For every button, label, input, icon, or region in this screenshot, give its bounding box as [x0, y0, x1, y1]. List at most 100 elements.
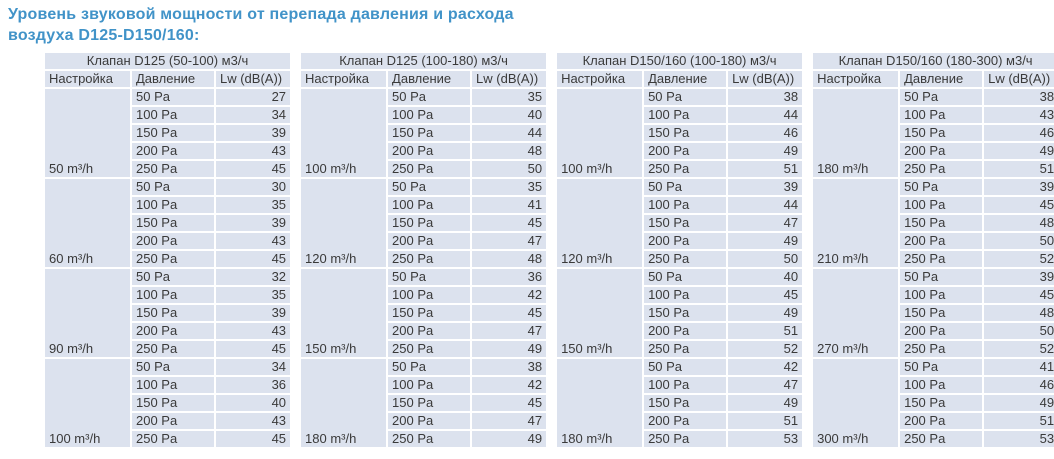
- table-row: 250 Pa 49: [300, 429, 549, 449]
- table-row: 250 Pa 45: [44, 249, 293, 269]
- pressure-cell: 50 Pa: [898, 177, 985, 197]
- table-row: 200 Pa 43: [44, 141, 293, 161]
- pressure-cell: 150 Pa: [130, 303, 216, 323]
- lw-cell: 48: [982, 213, 1054, 233]
- lw-cell: 47: [470, 411, 549, 431]
- column-header: Настройка: [811, 69, 901, 89]
- column-header-row: Настройка Давление Lw (dB(A)): [555, 69, 805, 89]
- table-row: 200 Pa 49: [812, 141, 1054, 161]
- table-row: 100 Pa 35: [44, 195, 293, 215]
- lw-cell: 38: [726, 87, 805, 107]
- tables-container: Клапан D125 (50-100) м3/ч Настройка Давлен…: [42, 51, 1054, 449]
- table-row: 270 m³/h 50 Pa 39: [811, 267, 1054, 359]
- pressure-cell: 100 Pa: [130, 105, 216, 125]
- table-row: 100 m³/h 50 Pa 34: [43, 357, 293, 449]
- setting-cell: 120 m³/h: [555, 177, 645, 269]
- pressure-cell: 100 Pa: [386, 195, 473, 215]
- valve-table-body: 180 m³/h 50 Pa 38 100 Pa 43 150 Pa 46 200 Pa 49 2…: [811, 87, 1054, 449]
- table-row: 200 Pa 43: [44, 411, 293, 431]
- pressure-cell: 100 Pa: [898, 375, 985, 395]
- pressure-cell: 150 Pa: [642, 123, 729, 143]
- pressure-cell: 250 Pa: [898, 249, 985, 269]
- pressure-cell: 150 Pa: [642, 393, 729, 413]
- pressure-cell: 50 Pa: [130, 267, 216, 287]
- lw-cell: 48: [470, 141, 549, 161]
- pressure-cell: 250 Pa: [386, 339, 473, 359]
- pressure-cell: 250 Pa: [130, 249, 216, 269]
- setting-cell: 180 m³/h: [811, 87, 901, 179]
- lw-cell: 47: [726, 375, 805, 395]
- lw-cell: 47: [470, 321, 549, 341]
- table-row: 100 Pa 42: [300, 375, 549, 395]
- table-row: 100 Pa 45: [556, 285, 805, 305]
- valve-table-body: 100 m³/h 50 Pa 38 100 Pa 44 150 Pa 46 200 Pa 49 2…: [555, 87, 805, 449]
- lw-cell: 49: [726, 141, 805, 161]
- pressure-cell: 200 Pa: [130, 231, 216, 251]
- column-header-row: Настройка Давление Lw (dB(A)): [811, 69, 1054, 89]
- table-row: 100 m³/h 50 Pa 38: [555, 87, 805, 179]
- table-row: 100 Pa 40: [300, 105, 549, 125]
- table-title-row: Клапан D150/160 (100-180) м3/ч: [555, 51, 805, 71]
- pressure-cell: 150 Pa: [386, 303, 473, 323]
- setting-cell: 100 m³/h: [43, 357, 132, 449]
- pressure-cell: 50 Pa: [642, 357, 729, 377]
- column-header: Давление: [386, 69, 473, 89]
- pressure-cell: 100 Pa: [386, 375, 473, 395]
- pressure-cell: 50 Pa: [898, 267, 985, 287]
- lw-cell: 45: [213, 159, 293, 179]
- pressure-cell: 50 Pa: [386, 357, 473, 377]
- lw-cell: 45: [470, 213, 549, 233]
- table-row: 200 Pa 47: [300, 411, 549, 431]
- lw-cell: 36: [470, 267, 549, 287]
- table-row: 200 Pa 47: [300, 321, 549, 341]
- lw-cell: 49: [982, 393, 1054, 413]
- lw-cell: 39: [982, 267, 1054, 287]
- pressure-cell: 100 Pa: [898, 195, 985, 215]
- table-row: 180 m³/h 50 Pa 42: [555, 357, 805, 449]
- table-row: 200 Pa 49: [556, 231, 805, 251]
- table-row: 250 Pa 51: [812, 159, 1054, 179]
- pressure-cell: 50 Pa: [642, 87, 729, 107]
- table-row: 200 Pa 51: [812, 411, 1054, 431]
- lw-cell: 43: [213, 321, 293, 341]
- pressure-cell: 200 Pa: [898, 231, 985, 251]
- table-row: 150 Pa 45: [300, 303, 549, 323]
- lw-cell: 50: [470, 159, 549, 179]
- pressure-cell: 200 Pa: [642, 411, 729, 431]
- table-row: 150 Pa 49: [812, 393, 1054, 413]
- lw-cell: 43: [213, 411, 293, 431]
- pressure-cell: 150 Pa: [386, 393, 473, 413]
- pressure-cell: 50 Pa: [130, 87, 216, 107]
- column-header: Давление: [130, 69, 216, 89]
- pressure-cell: 50 Pa: [130, 357, 216, 377]
- column-header: Настройка: [555, 69, 645, 89]
- pressure-cell: 150 Pa: [386, 213, 473, 233]
- table-row: 90 m³/h 50 Pa 32: [43, 267, 293, 359]
- pressure-cell: 150 Pa: [130, 123, 216, 143]
- pressure-cell: 200 Pa: [386, 141, 473, 161]
- lw-cell: 51: [982, 411, 1054, 431]
- pressure-cell: 200 Pa: [386, 231, 473, 251]
- lw-cell: 41: [470, 195, 549, 215]
- lw-cell: 43: [213, 231, 293, 251]
- lw-cell: 32: [213, 267, 293, 287]
- table-row: 150 Pa 39: [44, 303, 293, 323]
- lw-cell: 39: [213, 213, 293, 233]
- lw-cell: 43: [213, 141, 293, 161]
- pressure-cell: 150 Pa: [898, 303, 985, 323]
- table-row: 250 Pa 53: [556, 429, 805, 449]
- lw-cell: 46: [982, 123, 1054, 143]
- lw-cell: 30: [213, 177, 293, 197]
- setting-cell: 150 m³/h: [555, 267, 645, 359]
- table-row: 150 m³/h 50 Pa 40: [555, 267, 805, 359]
- lw-cell: 49: [982, 141, 1054, 161]
- table-row: 250 Pa 49: [300, 339, 549, 359]
- lw-cell: 48: [982, 303, 1054, 323]
- lw-cell: 49: [470, 339, 549, 359]
- setting-cell: 180 m³/h: [299, 357, 389, 449]
- lw-cell: 42: [470, 285, 549, 305]
- pressure-cell: 250 Pa: [642, 429, 729, 449]
- lw-cell: 47: [470, 231, 549, 251]
- lw-cell: 49: [470, 429, 549, 449]
- lw-cell: 46: [726, 123, 805, 143]
